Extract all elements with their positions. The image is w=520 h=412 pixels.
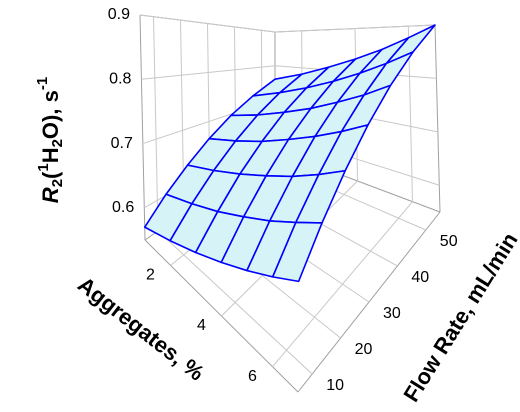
z-label-part: -1 — [34, 77, 51, 90]
y-axis-label: Flow Rate, mL/min — [398, 228, 520, 406]
grid-line — [153, 16, 159, 232]
surface — [143, 24, 436, 283]
z-axis-label: R2(1H2O), s-1 — [34, 77, 66, 203]
x-tick-label: 4 — [197, 317, 206, 334]
z-label-part: R — [38, 187, 63, 203]
y-tick-label: 50 — [440, 233, 458, 250]
z-label-part: 1 — [35, 163, 52, 171]
z-tick-label: 0.6 — [112, 199, 134, 216]
grid-line — [157, 230, 313, 375]
z-tick-label: 0.9 — [108, 6, 130, 23]
x-axis-label: Aggregates, % — [73, 272, 209, 386]
z-label-part: 2 — [49, 139, 66, 147]
labels: 0.6 0.7 0.8 0.9 2 4 6 10 20 30 40 50 — [108, 6, 458, 394]
surface-patch — [271, 221, 323, 283]
z-label-part: H — [38, 147, 63, 163]
box-edge — [434, 24, 441, 213]
z-tick-label: 0.7 — [111, 135, 133, 152]
y-tick-label: 10 — [326, 377, 344, 394]
z-label-part: ( — [38, 171, 63, 179]
x-tick-label: 2 — [146, 267, 155, 284]
y-tick-label: 30 — [383, 305, 401, 322]
box-edge — [139, 14, 146, 241]
z-tick-label: 0.8 — [109, 71, 131, 88]
z-label-part: O), s — [38, 90, 63, 139]
x-tick-label: 6 — [248, 368, 257, 385]
z-label-part: 2 — [49, 179, 66, 187]
y-tick-label: 20 — [355, 341, 373, 358]
y-tick-label: 40 — [411, 269, 429, 286]
